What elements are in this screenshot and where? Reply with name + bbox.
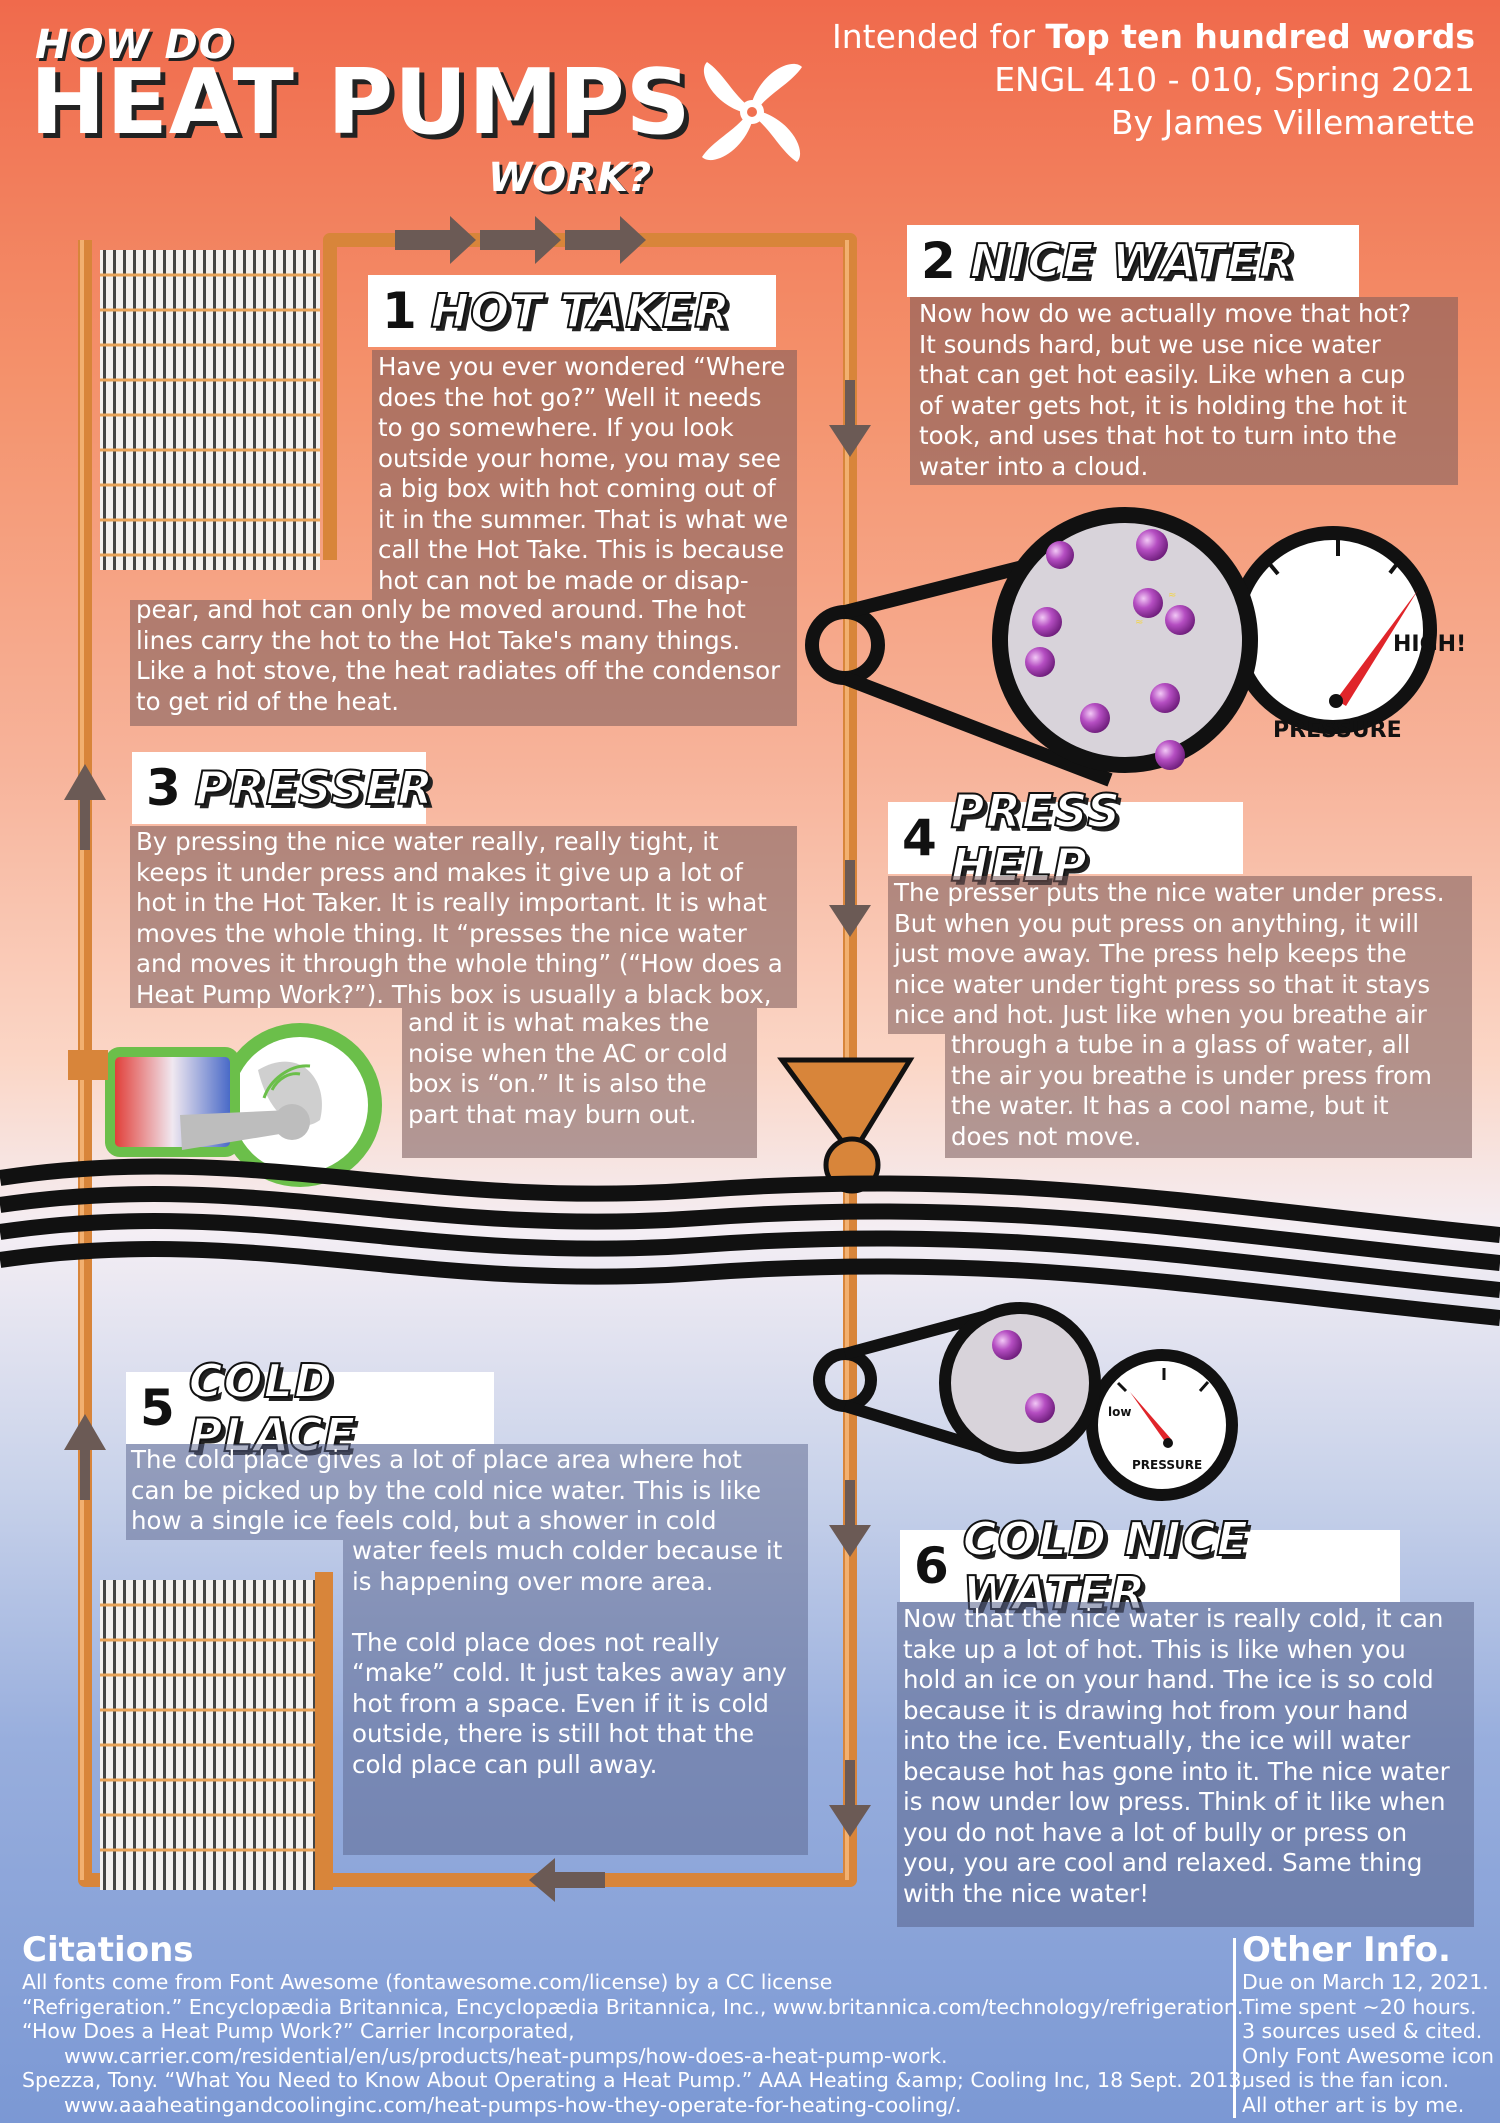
citation-line: www.carrier.com/residential/en/us/produc… [64, 2043, 948, 2068]
other-info-list: Due on March 12, 2021. Time spent ~20 ho… [1242, 1970, 1494, 2117]
section-3-number: 3 [146, 759, 181, 817]
section-1-text-b: pear, and hot can only be moved around. … [136, 595, 781, 716]
high-pressure-magnifier: ≈≈ [805, 507, 1437, 787]
section-4-box-a [888, 876, 1472, 1034]
section-1-heading: 1 HOT TAKER [368, 275, 776, 347]
section-4-number: 4 [902, 809, 937, 867]
evaporator-coil [100, 1572, 333, 1890]
svg-text:≈: ≈ [1168, 590, 1176, 601]
low-pressure-gauge [1116, 1368, 1210, 1448]
low-gauge-label: PRESSURE [1132, 1458, 1203, 1472]
compressor [68, 1023, 382, 1187]
flow-arrows [64, 216, 871, 1902]
section-4-text-b: through a tube in a glass of water, all … [951, 1030, 1433, 1151]
section-4-text-a: The presser puts the nice water under pr… [894, 878, 1445, 1029]
section-2-box [910, 297, 1458, 485]
citations-list: All fonts come from Font Awesome (fontaw… [22, 1970, 1249, 2117]
other-info-line: Only Font Awesome icon [1242, 2043, 1495, 2068]
section-3-text-b: and it is what makes the noise when the … [408, 1008, 728, 1129]
section-4-box-b [945, 1034, 1472, 1158]
section-1-box-b [130, 600, 797, 726]
condenser-coil [100, 250, 320, 570]
svg-text:≈: ≈ [1135, 617, 1143, 628]
section-5-box-b [343, 1540, 808, 1855]
section-3-text-a: By pressing the nice water really, reall… [136, 827, 783, 1009]
meta-prefix: Intended for [832, 17, 1046, 56]
other-info-line: used is the fan icon. [1242, 2068, 1450, 2092]
title-how: HOW DO [35, 22, 234, 68]
high-gauge-label: PRESSURE [1273, 718, 1402, 743]
other-info-line: Due on March 12, 2021. [1242, 1970, 1489, 1994]
section-3-box-a [130, 826, 797, 1008]
section-5-box-a [126, 1444, 808, 1540]
citation-line: All fonts come from Font Awesome (fontaw… [22, 1970, 833, 1994]
meta-course: ENGL 410 - 010, Spring 2021 [994, 60, 1475, 99]
meta-block: Intended for Top ten hundred words ENGL … [832, 15, 1475, 144]
citations-title: Citations [22, 1930, 194, 1970]
wall-band [0, 1158, 1500, 1326]
other-info-title: Other Info. [1242, 1930, 1451, 1970]
section-6-text: Now that the nice water is really cold, … [903, 1604, 1450, 1908]
section-6-heading: 6 COLD NICE WATER [900, 1511, 1400, 1621]
expansion-valve [777, 1057, 915, 1194]
section-1-text-a: Have you ever wondered “Where does the h… [378, 352, 789, 595]
section-5-text-b: water feels much colder because it is ha… [352, 1536, 787, 1779]
meta-author: By James Villemarette [1110, 103, 1475, 142]
other-info-line: All other art is by me. [1242, 2092, 1465, 2117]
section-2-text: Now how do we actually move that hot? It… [919, 299, 1412, 481]
section-3-title: PRESSER [194, 760, 434, 816]
citation-line: Spezza, Tony. “What You Need to Know Abo… [22, 2068, 1249, 2092]
section-3-box-b [402, 1008, 757, 1158]
section-1-number: 1 [382, 282, 417, 340]
section-5-text-a: The cold place gives a lot of place area… [131, 1445, 762, 1535]
fan-icon [702, 62, 802, 162]
title-work: WORK? [488, 155, 652, 201]
section-2-heading: 2 NICE WATER [907, 225, 1359, 297]
section-5-heading: 5 COLD PLACE [126, 1353, 494, 1463]
section-6-box [897, 1602, 1474, 1927]
meta-audience: Top ten hundred words [1045, 17, 1475, 56]
citation-line: “How Does a Heat Pump Work?” Carrier Inc… [22, 2019, 575, 2043]
section-4-heading: 4 PRESS HELP [888, 783, 1243, 893]
high-gauge-reading: HIGH! [1393, 632, 1467, 657]
section-2-number: 2 [921, 232, 956, 290]
meta-intended: Intended for Top ten hundred words [832, 15, 1475, 58]
footer-divider [1233, 1938, 1236, 2118]
title-main: HEAT PUMPS [30, 50, 692, 155]
other-info-line: 3 sources used & cited. [1242, 2019, 1483, 2043]
section-2-title: NICE WATER [969, 233, 1296, 289]
section-5-number: 5 [140, 1379, 175, 1437]
citation-line: www.aaaheatingandcoolinginc.com/heat-pum… [64, 2092, 962, 2117]
citation-line: “Refrigeration.” Encyclopædia Britannica… [22, 1994, 1244, 2019]
other-info-line: Time spent ~20 hours. [1242, 1994, 1477, 2019]
section-3-heading: 3 PRESSER [132, 752, 434, 824]
low-gauge-reading: low [1108, 1405, 1132, 1419]
section-1-title: HOT TAKER [430, 283, 731, 339]
high-pressure-gauge [1266, 538, 1418, 708]
section-1-box-a [372, 350, 797, 600]
section-6-number: 6 [914, 1537, 949, 1595]
